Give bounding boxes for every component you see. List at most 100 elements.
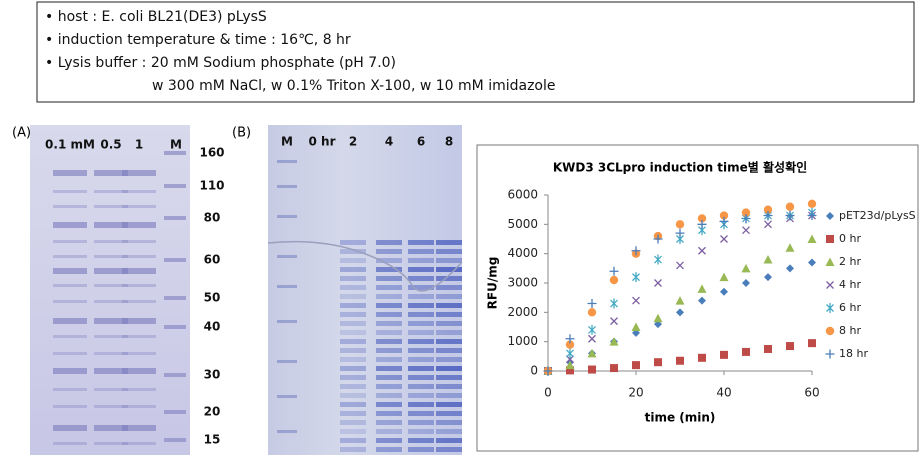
data-point [676, 261, 684, 270]
gel-band [122, 388, 156, 391]
gel-band [122, 284, 156, 287]
data-point [742, 347, 750, 356]
lane-label: 0.1 mM [45, 138, 95, 152]
marker-band [164, 151, 186, 155]
gel-band [340, 303, 366, 308]
marker-band [277, 160, 297, 163]
gel-band [376, 330, 402, 335]
legend-marker [825, 349, 835, 359]
gel-band [408, 339, 434, 344]
data-point [587, 308, 597, 317]
data-point [785, 202, 795, 211]
legend-label: pET23d/pLysS [839, 209, 916, 222]
gel-crack [267, 240, 463, 292]
y-tick-label: 2000 [507, 305, 538, 319]
data-point [543, 366, 553, 376]
marker-label: 40 [204, 320, 221, 334]
data-point [565, 360, 575, 370]
data-point [742, 226, 750, 235]
gel-band [94, 300, 128, 303]
marker-band [164, 296, 186, 300]
gel-band [94, 318, 128, 324]
lane-label: M [281, 135, 293, 149]
gel-image [30, 125, 190, 455]
gel-band [340, 312, 366, 317]
gel-band [53, 388, 87, 391]
gel-band [436, 411, 462, 416]
legend-marker [826, 281, 834, 289]
lane-label: 6 [417, 135, 425, 149]
gel-band [94, 268, 128, 274]
gel-band [408, 348, 434, 353]
data-point [719, 211, 729, 220]
data-point [785, 243, 795, 252]
gel-band [340, 384, 366, 389]
data-point [698, 246, 706, 255]
gel-band [436, 357, 462, 362]
gel-band [436, 321, 462, 326]
x-axis-title: time (min) [645, 411, 716, 425]
gel-band [376, 303, 402, 308]
gel-band [53, 205, 87, 208]
data-point [698, 296, 706, 305]
gel-band [408, 402, 434, 407]
gel-band [408, 357, 434, 362]
data-point [786, 342, 794, 351]
gel-band [94, 368, 128, 374]
data-point [675, 220, 685, 229]
x-tick-label: 20 [628, 386, 643, 400]
gel-band [94, 222, 128, 228]
gel-band [53, 335, 87, 338]
gel-band [436, 348, 462, 353]
gel-band [94, 284, 128, 287]
data-point [808, 339, 816, 348]
data-point [654, 358, 662, 367]
gel-band [340, 411, 366, 416]
marker-label: 50 [204, 291, 221, 305]
data-point [566, 348, 574, 359]
gel-band [122, 205, 156, 208]
gel-band [376, 447, 402, 452]
legend-marker [826, 212, 834, 220]
data-point [588, 365, 596, 374]
lane-label: M [170, 138, 182, 152]
gel-band [376, 294, 402, 299]
gel-band [340, 240, 366, 245]
gel-band [376, 384, 402, 389]
marker-labels: 160 110 80 60 50 40 30 20 15 [199, 146, 224, 447]
data-point [632, 296, 640, 305]
legend-label: 0 hr [839, 232, 861, 245]
gel-band [340, 348, 366, 353]
gel-band [408, 411, 434, 416]
gel-band [436, 303, 462, 308]
marker-band [164, 438, 186, 442]
marker-label: 80 [204, 211, 221, 225]
condition-line: • induction temperature & time : 16℃, 8 … [45, 32, 351, 48]
x-tick-label: 40 [716, 386, 731, 400]
gel-band [436, 384, 462, 389]
legend-label: 18 hr [839, 347, 868, 360]
gel-band [376, 366, 402, 371]
data-point [786, 264, 794, 273]
gel-band [376, 258, 402, 263]
data-point [566, 355, 574, 364]
gel-band [122, 240, 156, 243]
data-point [610, 317, 618, 326]
gel-band [340, 420, 366, 425]
marker-label: 30 [204, 368, 221, 382]
marker-label: 160 [199, 146, 224, 160]
marker-band [277, 430, 297, 433]
gel-band [340, 276, 366, 281]
data-point [697, 284, 707, 293]
data-point [653, 234, 663, 244]
gel-band [408, 240, 434, 245]
gel-band [340, 438, 366, 443]
data-point [764, 345, 772, 353]
gel-band [408, 375, 434, 380]
lane-label: 2 [349, 135, 357, 149]
gel-band [376, 393, 402, 398]
gel-band [436, 339, 462, 344]
chart-frame [476, 144, 919, 452]
gel-band [122, 222, 156, 228]
